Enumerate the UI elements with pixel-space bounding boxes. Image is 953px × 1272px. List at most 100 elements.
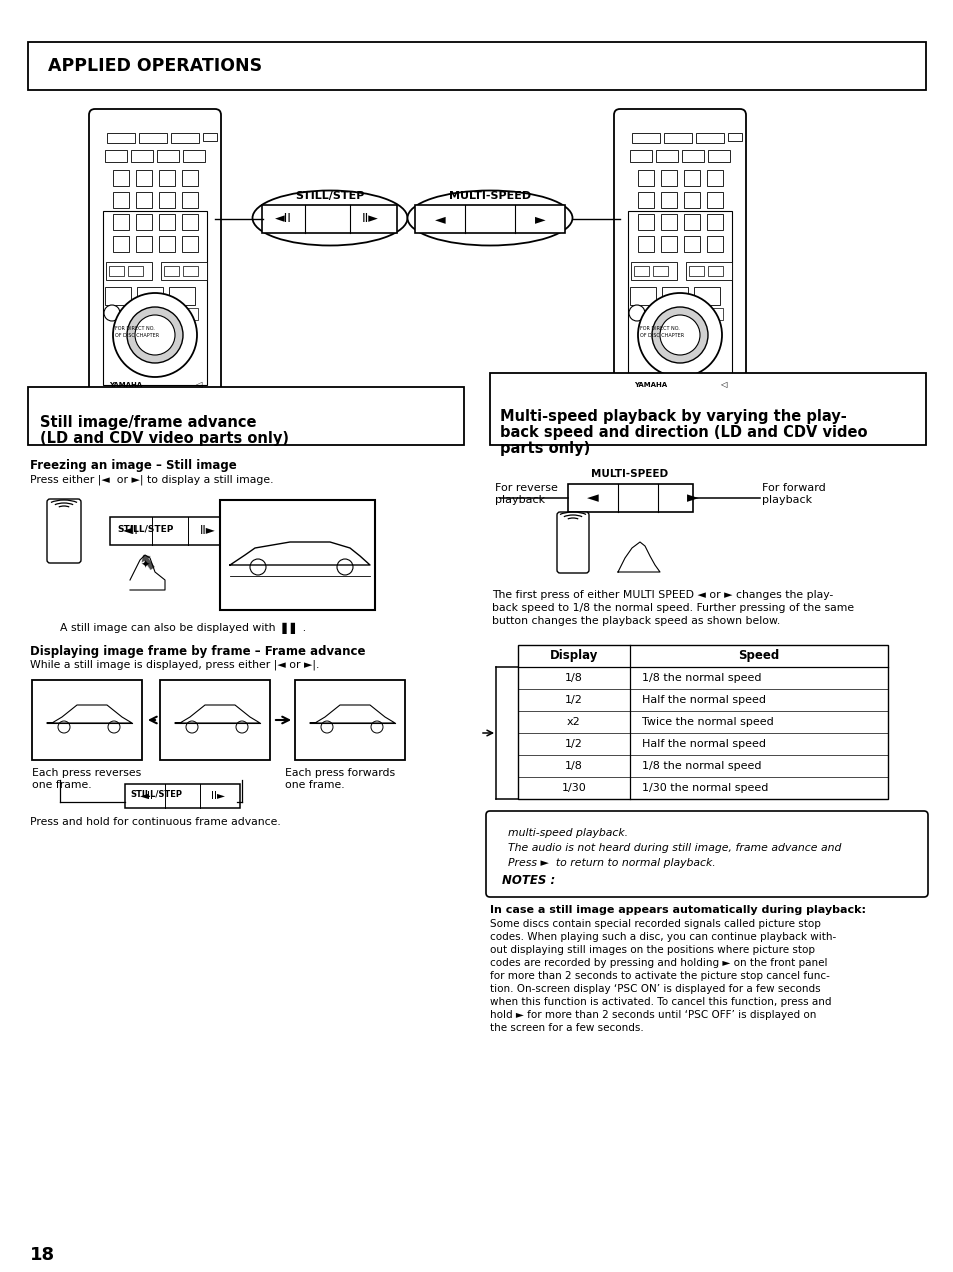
Bar	[112, 192, 129, 209]
Bar	[28, 42, 925, 90]
Bar	[137, 287, 163, 305]
Text: playback: playback	[495, 495, 544, 505]
Bar	[157, 150, 179, 162]
Bar	[169, 287, 194, 305]
Text: STILL/STEP: STILL/STEP	[130, 790, 182, 799]
Bar	[182, 214, 198, 230]
Bar	[683, 237, 700, 252]
Bar	[683, 170, 700, 186]
Bar	[660, 214, 677, 230]
Text: 1/8 the normal speed: 1/8 the normal speed	[641, 673, 760, 683]
Text: ⬆: ⬆	[134, 548, 161, 575]
Bar	[687, 308, 702, 321]
FancyBboxPatch shape	[614, 109, 745, 401]
Text: Half the normal speed: Half the normal speed	[641, 695, 765, 705]
Circle shape	[108, 721, 120, 733]
Bar	[638, 214, 654, 230]
Text: 1/30: 1/30	[561, 784, 586, 792]
Bar	[727, 134, 741, 141]
Text: tion. On-screen display ‘PSC ON’ is displayed for a few seconds: tion. On-screen display ‘PSC ON’ is disp…	[490, 985, 820, 993]
Text: 1/8: 1/8	[564, 673, 582, 683]
Bar	[183, 266, 198, 276]
Circle shape	[651, 307, 707, 363]
Bar	[706, 237, 722, 252]
Text: back speed and direction (LD and CDV video: back speed and direction (LD and CDV vid…	[499, 425, 866, 440]
Text: NOTES :: NOTES :	[501, 875, 555, 888]
Bar	[163, 308, 178, 321]
Bar	[638, 237, 654, 252]
Bar	[294, 681, 405, 759]
Bar	[103, 211, 207, 385]
Text: Twice the normal speed: Twice the normal speed	[641, 717, 773, 728]
Text: for more than 2 seconds to activate the picture stop cancel func-: for more than 2 seconds to activate the …	[490, 971, 829, 981]
Polygon shape	[618, 542, 659, 572]
Bar	[656, 150, 678, 162]
Text: ◄: ◄	[435, 212, 445, 226]
Bar	[661, 287, 687, 305]
Text: out displaying still images on the positions where picture stop: out displaying still images on the posit…	[490, 945, 814, 955]
Text: back speed to 1/8 the normal speed. Further pressing of the same: back speed to 1/8 the normal speed. Furt…	[492, 603, 853, 613]
Bar	[707, 308, 722, 321]
Text: STILL/STEP: STILL/STEP	[295, 191, 364, 201]
Text: one frame.: one frame.	[285, 780, 344, 790]
Text: YAMAHA: YAMAHA	[634, 382, 666, 388]
Text: Press and hold for continuous frame advance.: Press and hold for continuous frame adva…	[30, 817, 280, 827]
Bar	[203, 134, 216, 141]
Text: The first press of either MULTI SPEED ◄ or ► changes the play-: The first press of either MULTI SPEED ◄ …	[492, 590, 832, 600]
Text: ✦: ✦	[140, 560, 150, 570]
Bar	[706, 192, 722, 209]
Circle shape	[250, 558, 266, 575]
Bar	[112, 170, 129, 186]
Circle shape	[336, 558, 353, 575]
Text: ►: ►	[534, 212, 545, 226]
Bar	[182, 170, 198, 186]
Text: Still image/frame advance: Still image/frame advance	[40, 415, 256, 430]
Text: ◄: ◄	[586, 491, 598, 505]
Bar	[136, 237, 152, 252]
Text: playback: playback	[761, 495, 811, 505]
Text: OF DISC CHAPTER: OF DISC CHAPTER	[115, 333, 159, 338]
Text: The audio is not heard during still image, frame advance and: The audio is not heard during still imag…	[507, 843, 841, 854]
Text: MULTI-SPEED: MULTI-SPEED	[591, 469, 668, 480]
Bar	[106, 262, 152, 280]
Bar	[128, 266, 143, 276]
Bar	[136, 214, 152, 230]
Text: II►: II►	[200, 524, 215, 538]
Text: Multi-speed playback by varying the play-: Multi-speed playback by varying the play…	[499, 408, 846, 424]
Circle shape	[127, 307, 183, 363]
Bar	[105, 287, 131, 305]
Text: While a still image is displayed, press either |◄ or ►|.: While a still image is displayed, press …	[30, 660, 319, 670]
Text: MULTI-SPEED: MULTI-SPEED	[449, 191, 531, 201]
FancyBboxPatch shape	[89, 109, 221, 401]
Text: FOR DIRECT NO.: FOR DIRECT NO.	[115, 326, 154, 331]
Text: Each press forwards: Each press forwards	[285, 768, 395, 778]
Bar	[415, 205, 564, 233]
Text: ►: ►	[686, 491, 699, 505]
Bar	[490, 373, 925, 445]
Text: Press ►  to return to normal playback.: Press ► to return to normal playback.	[507, 859, 715, 868]
Text: 1/8 the normal speed: 1/8 the normal speed	[641, 761, 760, 771]
Text: In case a still image appears automatically during playback:: In case a still image appears automatica…	[490, 904, 865, 915]
Bar	[220, 500, 375, 611]
Bar	[707, 266, 722, 276]
Text: For reverse: For reverse	[495, 483, 558, 494]
Bar	[136, 192, 152, 209]
Bar	[159, 214, 174, 230]
Circle shape	[58, 721, 70, 733]
Bar	[681, 150, 703, 162]
Bar	[161, 262, 207, 280]
Text: Display: Display	[549, 650, 598, 663]
Polygon shape	[130, 555, 165, 590]
Bar	[171, 134, 199, 142]
Bar	[688, 266, 703, 276]
Text: 18: 18	[30, 1247, 55, 1264]
Text: STILL/STEP: STILL/STEP	[117, 524, 173, 533]
Bar	[683, 192, 700, 209]
Bar	[136, 170, 152, 186]
Bar	[693, 287, 720, 305]
Bar	[706, 170, 722, 186]
Text: FOR DIRECT NO.: FOR DIRECT NO.	[639, 326, 679, 331]
Circle shape	[628, 305, 644, 321]
Text: A still image can also be displayed with  ▌▌ .: A still image can also be displayed with…	[60, 622, 306, 633]
Bar	[638, 192, 654, 209]
